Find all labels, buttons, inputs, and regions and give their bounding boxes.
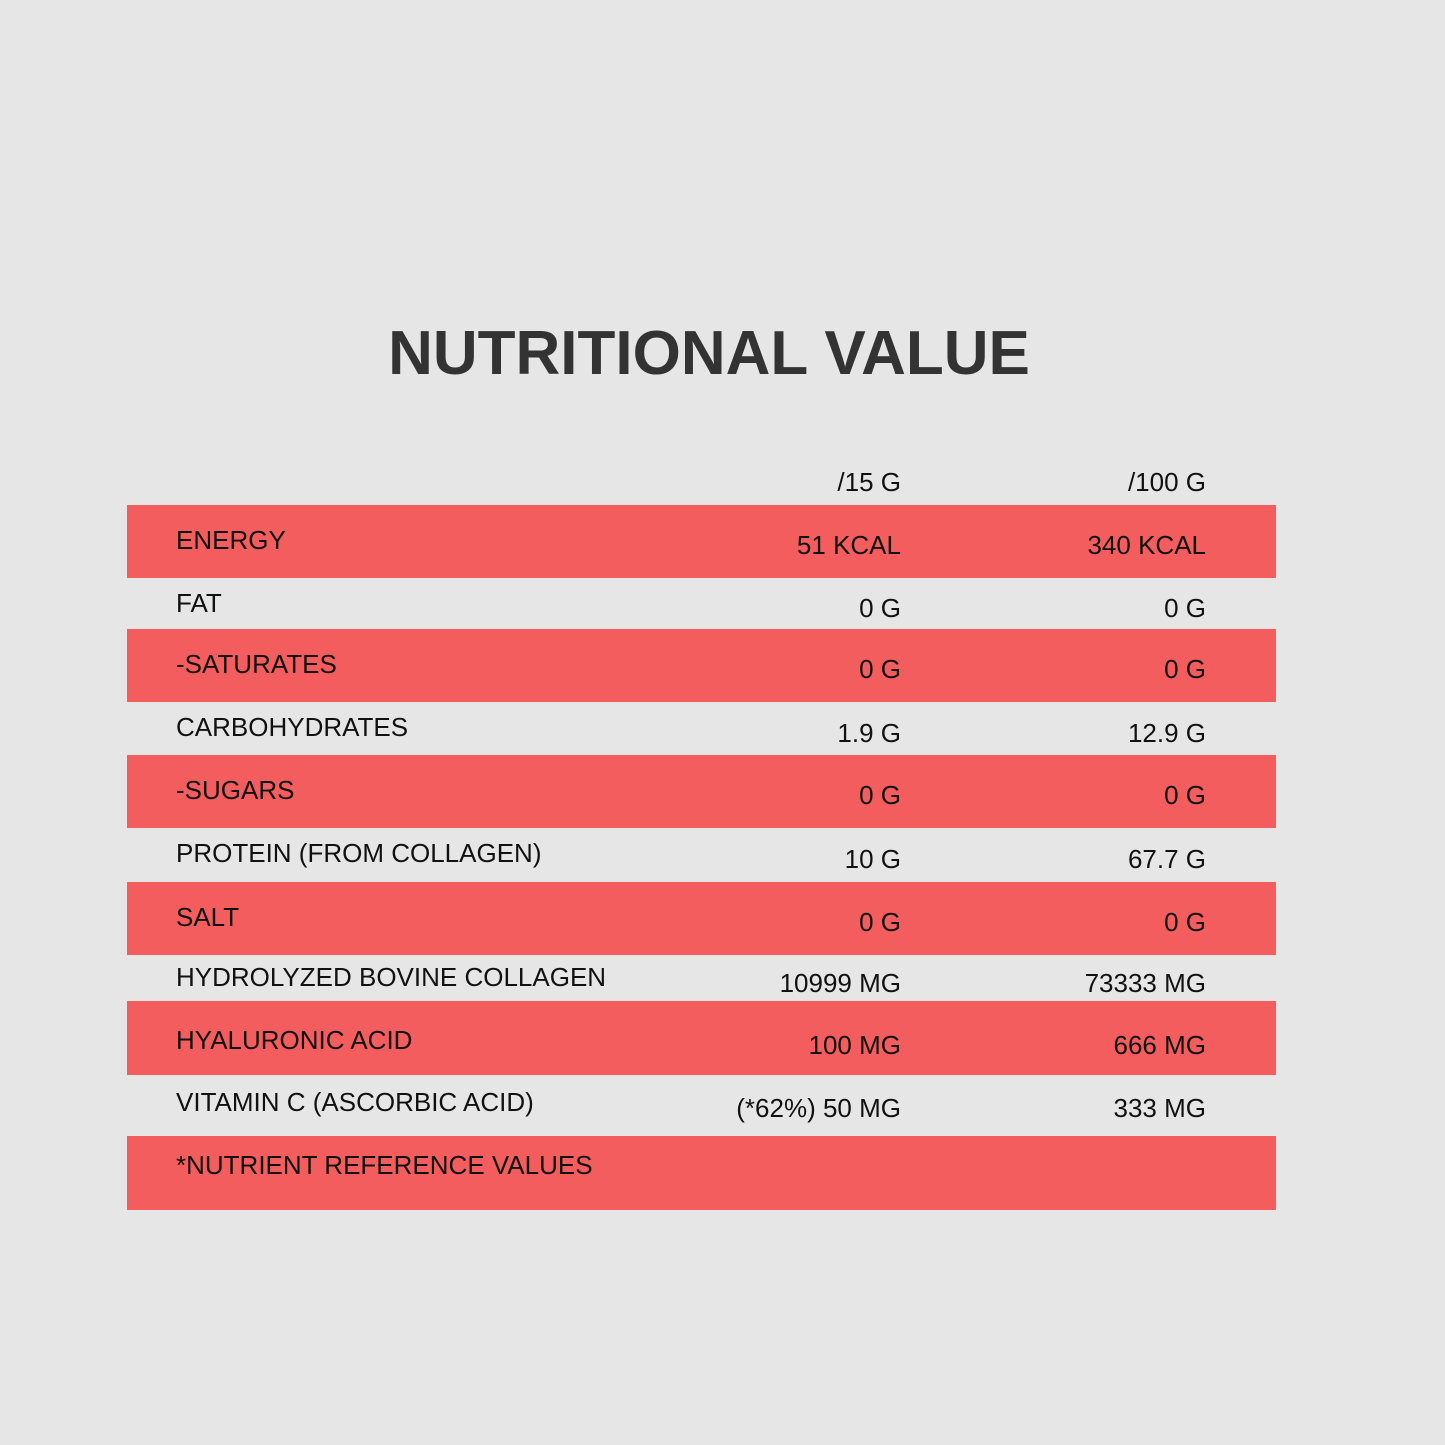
value-per-100g: 340 KCAL (1087, 530, 1206, 560)
table-row: -SUGARS 0 G 0 G (127, 755, 1276, 828)
column-header-per-15g: /15 G (837, 467, 901, 497)
value-per-15g: 0 G (859, 907, 901, 937)
row-label: -SUGARS (176, 775, 295, 805)
row-label: VITAMIN C (ASCORBIC ACID) (176, 1087, 534, 1117)
row-label: CARBOHYDRATES (176, 712, 409, 742)
value-per-100g: 0 G (1164, 654, 1206, 684)
page-title: NUTRITIONAL VALUE (388, 319, 1030, 388)
value-per-15g: 0 G (859, 654, 901, 684)
value-per-100g: 333 MG (1113, 1093, 1207, 1123)
column-header-row: /15 G /100 G (127, 462, 1276, 502)
column-header-per-100g: /100 G (1127, 467, 1206, 497)
row-label: -SATURATES (176, 649, 337, 679)
table-row: PROTEIN (FROM COLLAGEN) 10 G 67.7 G (127, 828, 1276, 882)
table-row: VITAMIN C (ASCORBIC ACID) (*62%) 50 MG 3… (127, 1075, 1276, 1136)
table-row: HYALURONIC ACID 100 MG 666 MG (127, 1001, 1276, 1075)
value-per-15g: 10 G (844, 844, 901, 874)
value-per-100g: 12.9 G (1127, 718, 1206, 748)
row-label: ENERGY (176, 525, 286, 555)
row-label: SALT (176, 902, 240, 932)
value-per-15g: 10999 MG (779, 968, 901, 998)
row-label: FAT (176, 588, 222, 618)
nutrition-table: ENERGY 51 KCAL 340 KCAL FAT 0 G 0 G -SAT… (127, 505, 1276, 1210)
value-per-15g: 1.9 G (837, 718, 901, 748)
value-per-100g: 67.7 G (1127, 844, 1206, 874)
table-row: FAT 0 G 0 G (127, 578, 1276, 629)
table-row: ENERGY 51 KCAL 340 KCAL (127, 505, 1276, 578)
table-row: SALT 0 G 0 G (127, 882, 1276, 955)
value-per-15g: 0 G (859, 780, 901, 810)
value-per-100g: 666 MG (1113, 1030, 1207, 1060)
table-row: HYDROLYZED BOVINE COLLAGEN 10999 MG 7333… (127, 955, 1276, 1001)
value-per-15g: (*62%) 50 MG (736, 1093, 901, 1123)
value-per-15g: 0 G (859, 593, 901, 623)
value-per-15g: 51 KCAL (796, 530, 901, 560)
table-row: -SATURATES 0 G 0 G (127, 629, 1276, 702)
value-per-100g: 0 G (1164, 907, 1206, 937)
footnote-row: *NUTRIENT REFERENCE VALUES (127, 1136, 1276, 1210)
footnote-text: *NUTRIENT REFERENCE VALUES (176, 1150, 593, 1180)
value-per-100g: 73333 MG (1084, 968, 1206, 998)
value-per-100g: 0 G (1164, 593, 1206, 623)
table-row: CARBOHYDRATES 1.9 G 12.9 G (127, 702, 1276, 755)
row-label: HYALURONIC ACID (176, 1025, 413, 1055)
row-label: HYDROLYZED BOVINE COLLAGEN (176, 962, 607, 992)
value-per-100g: 0 G (1164, 780, 1206, 810)
row-label: PROTEIN (FROM COLLAGEN) (176, 838, 542, 868)
value-per-15g: 100 MG (808, 1030, 902, 1060)
